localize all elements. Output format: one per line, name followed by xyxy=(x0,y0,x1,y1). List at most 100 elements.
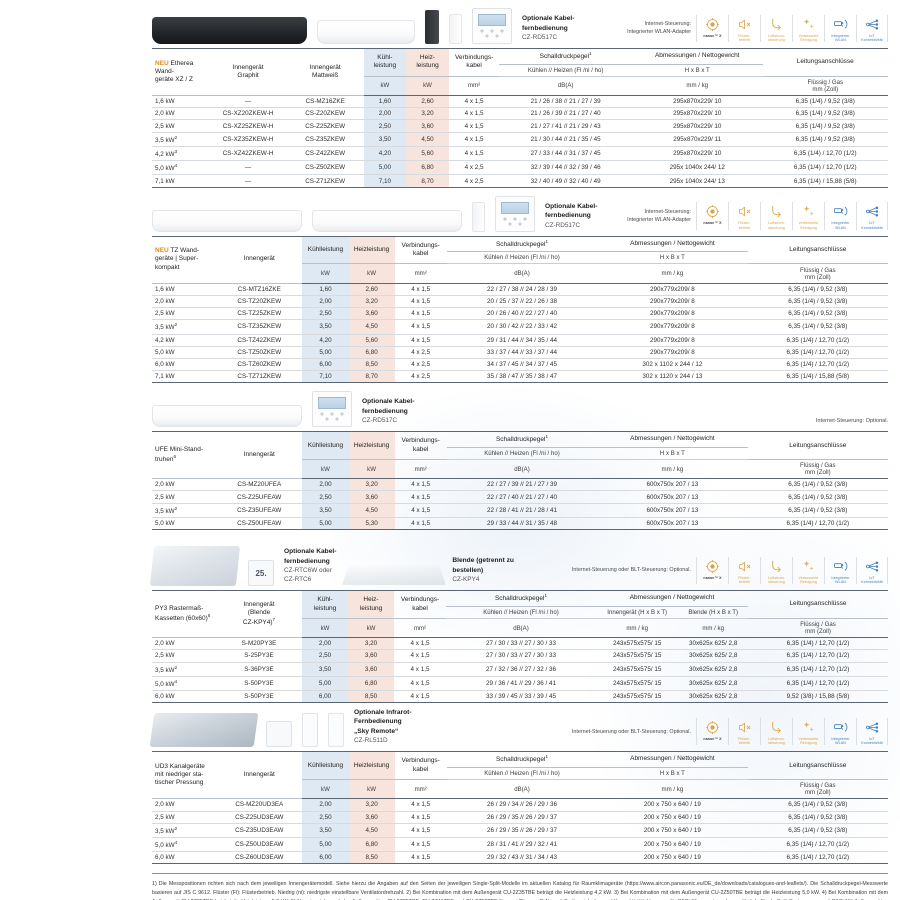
connectivity-icon xyxy=(865,16,880,33)
wall-remote-thermostat: 25. xyxy=(248,560,274,587)
cell-schalldruckpegel: 22 / 28 / 41 // 21 / 28 / 41 xyxy=(446,503,598,518)
feature-icon-label: nanoe™ X xyxy=(703,737,722,742)
cell-kuehlleistung: 5,00 xyxy=(302,676,348,692)
table-row: 7,1 kW CS-TZ71ZKEW 7,10 8,70 4 x 2,5 35 … xyxy=(152,370,888,384)
cell-abmessungen: 302 x 1102 x 244 / 12 xyxy=(597,358,748,372)
cell-heizleistung: 3,20 xyxy=(348,637,394,651)
section-title: UFE Mini-Stand-truhen6 xyxy=(152,431,217,480)
neu-badge: NEU xyxy=(155,59,169,67)
cell-leitungsanschluesse: 6,35 (1/4) / 9,52 (3/8) xyxy=(747,478,888,492)
cell-innengeraet: CS-Z25UD3EAW xyxy=(216,811,303,824)
cell-innengeraet: CS-Z42ZKEW xyxy=(286,146,364,162)
cell-kapazitaet: 5,0 kW xyxy=(152,346,217,359)
cell-verbindungskabel: 4 x 1,5 xyxy=(448,146,500,162)
cell-schalldruckpegel: 20 / 25 / 37 // 22 / 26 / 38 xyxy=(446,295,598,309)
cell-leitungsanschluesse: 6,35 (1/4) / 9,52 (3/8) xyxy=(747,503,888,518)
feature-icon-label: IoT Konnektivität xyxy=(861,33,883,42)
footnote-ref: 7 xyxy=(272,617,276,623)
cell-schalldruckpegel: 26 / 29 / 34 // 26 / 29 / 36 xyxy=(446,798,598,812)
internet-control-note: Internet-Steuerung: Integrierter WLAN-Ada… xyxy=(627,21,691,36)
subheader-abmess-blende: Blende (H x B x T) xyxy=(678,606,748,619)
cell-kuehlleistung: 2,50 xyxy=(363,119,407,133)
quiet-mode-icon xyxy=(737,16,752,33)
cell-schalldruckpegel: 35 / 38 / 47 // 35 / 38 / 47 xyxy=(446,370,598,384)
cell-abmessungen-blende: 30x625x 625/ 2,8 xyxy=(678,690,748,704)
feature-icon-label: IoT Konnektivität xyxy=(861,221,883,230)
cell-schalldruckpegel: 29 / 36 / 41 // 29 / 36 / 41 xyxy=(446,676,596,692)
cell-abmessungen-blende: 30x625x 625/ 2,8 xyxy=(678,637,748,651)
cell-leitungsanschluesse: 6,35 (1/4) / 12,70 (1/2) xyxy=(747,346,888,359)
quiet-mode-icon xyxy=(737,558,752,575)
cell-verbindungskabel: 4 x 1,5 xyxy=(448,107,500,121)
cell-leitungsanschluesse: 6,35 (1/4) / 12,70 (1/2) xyxy=(762,146,888,162)
unit-fluessig-gas: Flüssig / Gas mm (Zoll) xyxy=(747,779,888,800)
cell-innengeraet-graphit: — xyxy=(209,174,287,188)
cell-innengeraet: CS-Z20ZKEW xyxy=(286,107,364,121)
cell-innengeraet: CS-Z50ZKEW xyxy=(286,160,364,176)
cell-heizleistung: 6,80 xyxy=(348,346,395,359)
feature-icon-group: nanoe™ X Flüster-betrieb Luftstrom-steue… xyxy=(696,718,888,746)
cell-abmessungen: 290x779x209/ 8 xyxy=(597,283,748,296)
cell-leitungsanschluesse: 6,35 (1/4) / 15,88 (5/8) xyxy=(747,370,888,384)
floor-console-unit xyxy=(152,405,302,428)
unit-mm-kg-blende: mm / kg xyxy=(678,618,748,639)
duct-unit xyxy=(149,713,259,748)
feature-icon-2: Luftstrom-steuerung xyxy=(760,14,792,42)
unit-mm-kg: mm / kg xyxy=(597,459,748,480)
cell-heizleistung: 3,60 xyxy=(348,649,394,663)
cell-heizleistung: 5,60 xyxy=(406,146,449,162)
cell-schalldruckpegel: 22 / 27 / 38 // 24 / 28 / 39 xyxy=(446,283,598,296)
cell-verbindungskabel: 4 x 1,5 xyxy=(394,637,446,651)
product-image-band: 25. Optionale Kabel-fernbedienung CZ-RTC… xyxy=(149,530,888,587)
cell-leitungsanschluesse: 6,35 (1/4) / 12,70 (1/2) xyxy=(747,334,888,347)
wall-unit-tz-right xyxy=(312,209,462,232)
cell-heizleistung: 3,60 xyxy=(348,307,395,321)
cell-schalldruckpegel: 21 / 26 / 38 // 21 / 27 / 39 xyxy=(499,95,632,109)
unit-kw-cool: kW xyxy=(302,618,348,639)
cell-heizleistung: 3,60 xyxy=(348,811,395,824)
cell-leitungsanschluesse: 6,35 (1/4) / 9,52 (3/8) xyxy=(762,119,888,133)
caption-code: CZ-RD517C xyxy=(362,417,398,425)
sparkle-clean-icon xyxy=(801,203,816,220)
cell-heizleistung: 3,60 xyxy=(348,490,395,504)
footnote-ref: 4 xyxy=(174,840,178,846)
unit-dba: dB(A) xyxy=(499,76,632,97)
cell-verbindungskabel: 4 x 2,5 xyxy=(394,358,447,372)
column-header-leitungsanschluesse: Leitungsanschlüsse xyxy=(748,590,888,619)
cell-verbindungskabel: 4 x 1,5 xyxy=(448,132,500,147)
cell-innengeraet-graphit: CS-XZ42ZKEW-H xyxy=(209,146,287,162)
footnote-ref: 6 xyxy=(173,454,176,460)
table-subheader-row: Kühlen // Heizen (Fl /ni / ho) H x B x T xyxy=(152,64,888,77)
cell-abmessungen: 295x870x229/ 10 xyxy=(631,146,763,162)
footnote-ref: 2 xyxy=(174,505,178,511)
cell-schalldruckpegel: 22 / 27 / 40 // 21 / 27 / 40 xyxy=(446,490,598,504)
cell-verbindungskabel: 4 x 2,5 xyxy=(448,160,500,176)
column-header-heizleistung: Heizleistung xyxy=(348,235,395,265)
cell-kapazitaet: 1,6 kW xyxy=(152,283,217,296)
table-row: 2,5 kW CS-Z25UFEAW 2,50 3,60 4 x 1,5 22 … xyxy=(152,490,888,504)
cell-kuehlleistung: 4,20 xyxy=(363,146,407,162)
cell-heizleistung: 5,30 xyxy=(348,517,395,531)
cell-schalldruckpegel: 27 / 30 / 33 // 27 / 30 / 33 xyxy=(446,637,596,651)
cell-heizleistung: 8,50 xyxy=(348,851,395,865)
cell-heizleistung: 4,50 xyxy=(348,503,395,518)
feature-icon-1: Flüster-betrieb xyxy=(728,14,760,42)
cell-innengeraet-graphit: CS-XZ25ZKEW-H xyxy=(209,119,287,133)
cell-kuehlleistung: 1,60 xyxy=(302,283,349,296)
product-image-band: Optionale Kabel-fernbedienung CZ-RD517C I… xyxy=(152,383,888,428)
cell-verbindungskabel: 4 x 1,5 xyxy=(394,798,447,812)
footnotes: 1) Die Messpositionen richten sich nach … xyxy=(152,873,888,900)
cell-schalldruckpegel: 21 / 30 / 44 // 21 / 35 / 45 xyxy=(499,132,632,147)
unit-dba: dB(A) xyxy=(446,618,596,639)
cell-verbindungskabel: 4 x 1,5 xyxy=(394,490,447,504)
column-header-kuehlleistung: Kühlleistung xyxy=(302,751,349,781)
unit-kw-heat: kW xyxy=(348,618,394,639)
cell-abmessungen: 290x779x209/ 8 xyxy=(597,307,748,321)
subheader-schall: Kühlen // Heizen (Fl /ni / ho) xyxy=(446,251,598,265)
internet-control-note: Internet-Steuerung oder BLT-Steuerung: O… xyxy=(571,728,691,735)
feature-icon-4: Integrierter WLAN xyxy=(824,14,856,42)
unit-mm2: mm² xyxy=(394,779,447,800)
column-header-leitungsanschluesse: Leitungsanschlüsse xyxy=(747,235,888,265)
cell-innengeraet: CS-MZ16ZKE xyxy=(286,95,364,109)
cell-kuehlleistung: 2,00 xyxy=(363,107,407,121)
